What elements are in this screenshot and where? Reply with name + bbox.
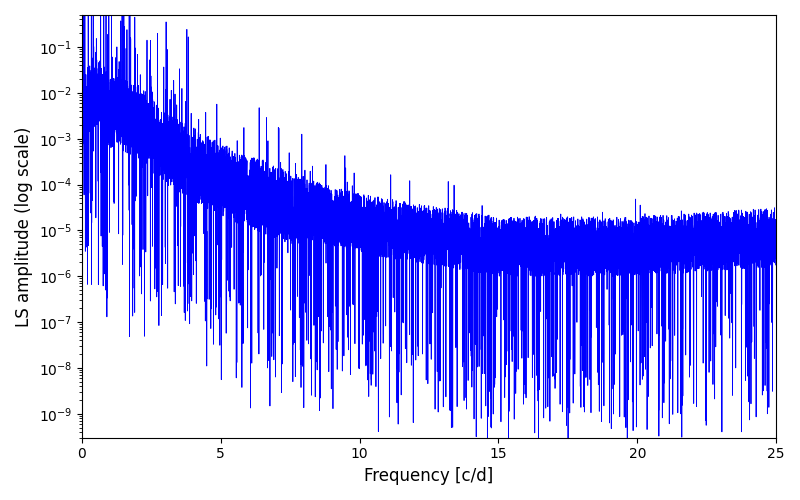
X-axis label: Frequency [c/d]: Frequency [c/d] — [364, 467, 494, 485]
Y-axis label: LS amplitude (log scale): LS amplitude (log scale) — [15, 126, 33, 326]
